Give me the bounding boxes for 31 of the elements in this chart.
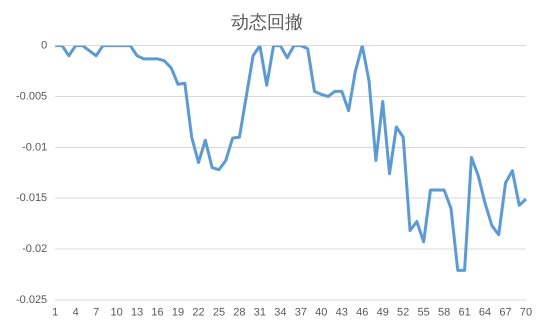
x-tick-label: 31	[254, 306, 266, 318]
x-tick-label: 16	[151, 306, 164, 318]
x-tick-label: 64	[478, 306, 492, 318]
x-tick-label: 25	[212, 306, 226, 318]
y-tick-label: -0.01	[22, 141, 48, 154]
y-tick-label: -0.025	[16, 294, 48, 306]
chart-title: 动态回撤	[231, 12, 303, 32]
x-tick-label: 10	[110, 306, 123, 318]
x-tick-label: 67	[499, 306, 512, 318]
y-tick-label: -0.005	[16, 90, 48, 102]
x-tick-label: 55	[418, 306, 430, 318]
y-tick-label: -0.02	[22, 242, 48, 255]
x-tick-label: 34	[274, 306, 286, 318]
x-tick-label: 70	[520, 306, 532, 318]
x-tick-label: 4	[72, 306, 79, 318]
x-tick-label: 19	[172, 306, 184, 318]
x-tick-label: 52	[397, 306, 410, 318]
x-tick-label: 37	[294, 306, 307, 318]
x-tick-label: 46	[356, 306, 368, 318]
x-tick-label: 1	[52, 306, 58, 318]
x-tick-label: 49	[376, 306, 389, 318]
x-tick-label: 7	[93, 306, 100, 318]
x-tick-label: 40	[315, 306, 328, 318]
x-tick-label: 13	[130, 306, 144, 318]
x-tick-label: 58	[438, 306, 450, 318]
x-tick-label: 22	[192, 306, 205, 318]
x-tick-label: 61	[458, 306, 471, 318]
x-tick-label: 28	[233, 306, 246, 318]
y-tick-label: -0.015	[16, 192, 48, 204]
y-tick-label: 0	[41, 40, 48, 52]
x-tick-label: 43	[336, 306, 348, 318]
